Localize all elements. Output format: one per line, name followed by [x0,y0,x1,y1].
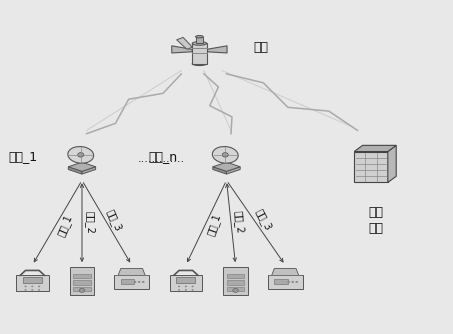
Polygon shape [388,145,396,182]
FancyBboxPatch shape [176,278,195,284]
FancyBboxPatch shape [23,278,42,284]
FancyBboxPatch shape [226,281,244,285]
Text: 链接_3: 链接_3 [105,208,124,233]
Polygon shape [213,162,240,171]
FancyBboxPatch shape [121,280,135,285]
Polygon shape [354,152,388,182]
Text: 链接_2: 链接_2 [233,210,246,234]
FancyBboxPatch shape [16,276,48,291]
Circle shape [31,286,34,287]
FancyBboxPatch shape [73,281,91,285]
Polygon shape [192,43,207,64]
Text: 链接_1: 链接_1 [55,212,74,238]
Circle shape [79,288,85,292]
Polygon shape [213,167,226,174]
Polygon shape [196,37,203,43]
Circle shape [233,288,238,292]
Circle shape [287,281,290,283]
Circle shape [178,289,180,291]
Text: 网控
中心: 网控 中心 [368,206,383,235]
Ellipse shape [212,147,238,163]
Circle shape [185,289,187,291]
Polygon shape [68,162,96,171]
FancyBboxPatch shape [275,280,288,285]
FancyBboxPatch shape [268,276,303,289]
Circle shape [134,281,136,283]
Polygon shape [177,37,192,49]
Polygon shape [172,46,192,53]
FancyBboxPatch shape [223,268,248,295]
FancyBboxPatch shape [226,274,244,279]
Circle shape [185,286,187,287]
Circle shape [78,153,84,157]
Ellipse shape [192,42,207,45]
Ellipse shape [68,147,94,163]
Polygon shape [226,167,240,174]
Circle shape [291,281,294,283]
FancyBboxPatch shape [73,287,91,291]
FancyBboxPatch shape [73,274,91,279]
Circle shape [38,286,40,287]
Circle shape [138,281,140,283]
Circle shape [38,289,40,291]
Text: .............: ............. [137,154,184,164]
Polygon shape [354,145,396,152]
Text: 卫星: 卫星 [254,41,269,54]
Polygon shape [207,46,227,53]
Ellipse shape [196,35,203,38]
Circle shape [222,153,228,157]
Ellipse shape [192,62,207,65]
Circle shape [178,286,180,287]
Text: 链接_3: 链接_3 [253,207,273,232]
Circle shape [24,289,27,291]
Text: 终端_n: 终端_n [149,151,178,164]
FancyBboxPatch shape [226,287,244,291]
Polygon shape [272,269,299,276]
Polygon shape [68,167,82,174]
Text: 链接_2: 链接_2 [85,211,96,234]
Circle shape [24,286,27,287]
FancyBboxPatch shape [70,268,94,295]
Circle shape [192,289,194,291]
Polygon shape [118,269,145,276]
Polygon shape [82,167,96,174]
Circle shape [295,281,298,283]
Circle shape [142,281,145,283]
Circle shape [31,289,34,291]
Text: 链接_1: 链接_1 [205,212,223,237]
Text: 终端_1: 终端_1 [9,151,38,164]
FancyBboxPatch shape [169,276,202,291]
Circle shape [192,286,194,287]
FancyBboxPatch shape [114,276,149,289]
